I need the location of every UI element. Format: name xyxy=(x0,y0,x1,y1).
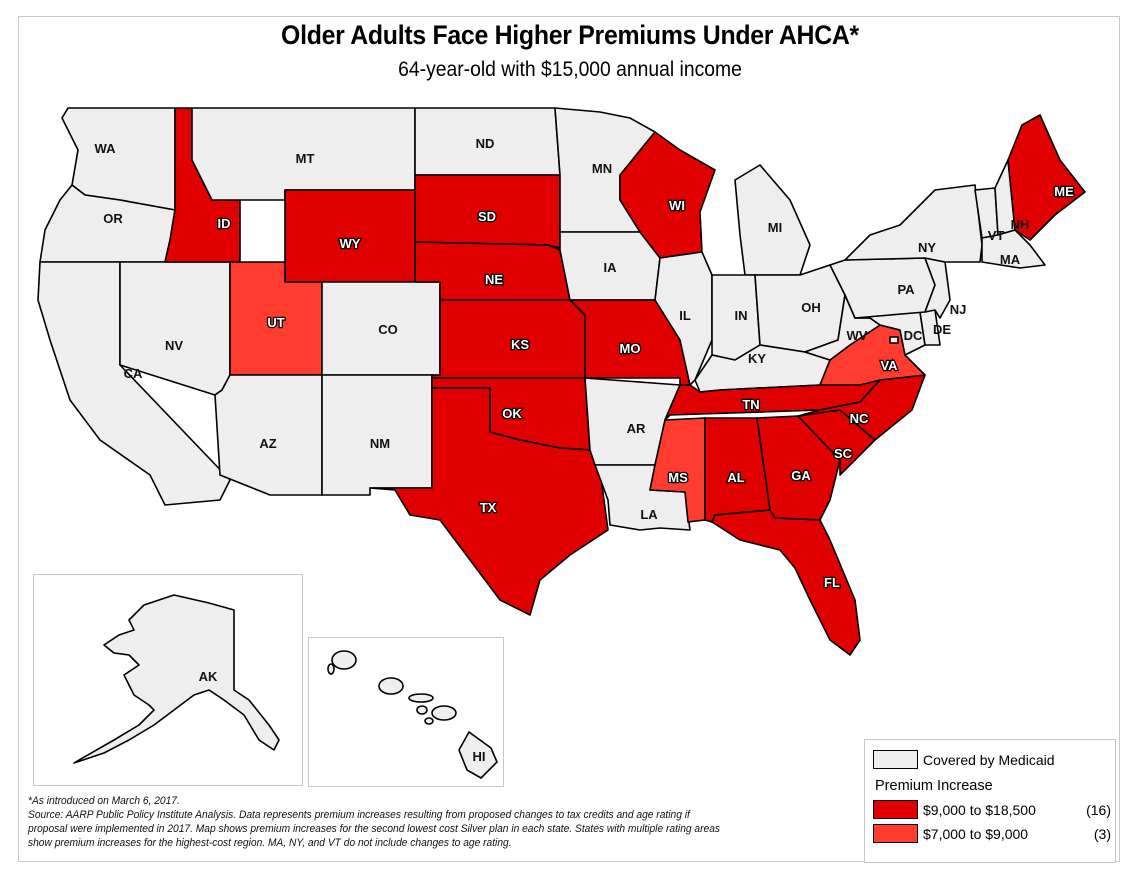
map-title: Older Adults Face Higher Premiums Under … xyxy=(281,20,859,50)
state-label-MT: MT xyxy=(296,151,315,166)
state-labels: WA OR CA NV ID MT WY UT CO AZ NM ND SD N… xyxy=(95,136,1076,591)
hawaii-inset: HI xyxy=(308,637,504,787)
state-label-WV: WV xyxy=(847,328,868,343)
state-label-TN: TN xyxy=(742,397,759,412)
legend-row-mid: $7,000 to $9,000 (3) xyxy=(873,824,1111,843)
alaska-map: AK xyxy=(73,594,280,764)
state-label-CA: CA xyxy=(124,366,143,381)
footnote-line-4: show premium increases for the highest-c… xyxy=(28,837,512,849)
legend-swatch-medicaid xyxy=(873,750,918,769)
state-label-UT: UT xyxy=(267,315,284,330)
state-label-OR: OR xyxy=(103,211,123,226)
legend-label-mid: $7,000 to $9,000 xyxy=(923,825,1029,842)
state-label-MA: MA xyxy=(1000,252,1021,267)
legend-row-high: $9,000 to $18,500 (16) xyxy=(873,800,1111,819)
state-label-DC: DC xyxy=(904,328,923,343)
state-NM xyxy=(321,374,433,496)
legend-label-medicaid: Covered by Medicaid xyxy=(923,751,1055,768)
state-label-AL: AL xyxy=(727,470,744,485)
state-NY xyxy=(844,184,983,263)
hawaii-map: HI xyxy=(327,650,498,779)
island-niihau xyxy=(327,663,335,675)
state-label-ND: ND xyxy=(476,136,495,151)
state-label-MN: MN xyxy=(592,161,612,176)
state-label-WI: WI xyxy=(669,198,685,213)
state-label-MO: MO xyxy=(620,341,641,356)
state-AZ xyxy=(214,374,323,496)
state-KS xyxy=(431,299,586,379)
legend-count-high: (16) xyxy=(1086,801,1111,818)
alaska-inset: AK xyxy=(33,574,303,786)
state-HI xyxy=(458,731,498,779)
state-label-IA: IA xyxy=(604,260,618,275)
state-label-MS: MS xyxy=(668,470,688,485)
state-label-VT: VT xyxy=(988,228,1005,243)
state-label-KS: KS xyxy=(511,337,529,352)
footnote-line-1: *As introduced on March 6, 2017. xyxy=(28,795,180,807)
state-OH xyxy=(754,264,846,353)
state-label-AZ: AZ xyxy=(259,436,276,451)
state-FL xyxy=(711,509,861,656)
state-label-HI: HI xyxy=(473,749,486,764)
state-label-IL: IL xyxy=(679,308,691,323)
state-label-AK: AK xyxy=(199,669,218,684)
state-label-NH: NH xyxy=(1011,217,1030,232)
legend-count-mid: (3) xyxy=(1093,825,1111,842)
state-label-KY: KY xyxy=(748,351,766,366)
state-label-NJ: NJ xyxy=(950,302,967,317)
state-MI xyxy=(734,164,811,276)
state-label-NY: NY xyxy=(918,240,936,255)
state-label-VA: VA xyxy=(880,358,898,373)
legend-swatch-high xyxy=(873,800,918,819)
legend-heading: Premium Increase xyxy=(875,778,993,794)
island-oahu xyxy=(378,677,404,695)
state-label-MI: MI xyxy=(768,220,782,235)
map-legend: Covered by Medicaid Premium Increase $9,… xyxy=(864,739,1116,863)
state-label-SD: SD xyxy=(478,209,496,224)
state-label-FL: FL xyxy=(824,575,840,590)
state-AK xyxy=(73,594,280,764)
footnote-line-2: Source: AARP Public Policy Institute Ana… xyxy=(28,809,690,821)
state-label-NV: NV xyxy=(165,338,183,353)
state-MA xyxy=(981,229,1046,269)
state-label-IN: IN xyxy=(735,308,748,323)
island-lanai xyxy=(416,705,428,715)
state-WI xyxy=(619,131,716,259)
legend-row-medicaid: Covered by Medicaid xyxy=(873,750,1055,769)
state-ME xyxy=(1007,114,1086,241)
state-label-OH: OH xyxy=(801,300,821,315)
state-SD xyxy=(414,174,561,249)
state-label-ME: ME xyxy=(1054,184,1074,199)
state-label-WY: WY xyxy=(340,236,361,251)
state-label-NE: NE xyxy=(485,272,503,287)
state-label-CO: CO xyxy=(378,322,398,337)
contiguous-states xyxy=(37,107,1086,656)
state-NC xyxy=(797,374,926,441)
island-molokai xyxy=(408,693,434,703)
state-TX xyxy=(369,387,609,616)
state-label-DE: DE xyxy=(933,322,951,337)
footnote-line-3: proposal were implemented in 2017. Map s… xyxy=(28,823,721,835)
island-maui xyxy=(431,705,457,721)
source-footnote: *As introduced on March 6, 2017. Source:… xyxy=(28,794,772,850)
state-label-WA: WA xyxy=(95,141,117,156)
state-label-ID: ID xyxy=(218,216,231,231)
legend-swatch-mid xyxy=(873,824,918,843)
island-kauai xyxy=(331,650,357,670)
state-label-AR: AR xyxy=(627,421,646,436)
legend-label-high: $9,000 to $18,500 xyxy=(923,801,1036,818)
state-label-GA: GA xyxy=(791,468,811,483)
state-label-SC: SC xyxy=(834,446,853,461)
state-label-LA: LA xyxy=(640,507,658,522)
state-DC xyxy=(889,336,899,344)
island-kahoolawe xyxy=(424,717,434,725)
map-subtitle: 64-year-old with $15,000 annual income xyxy=(398,58,742,81)
state-label-NC: NC xyxy=(850,411,869,426)
state-label-PA: PA xyxy=(897,282,915,297)
state-label-OK: OK xyxy=(502,406,522,421)
state-label-TX: TX xyxy=(480,500,497,515)
state-NJ xyxy=(924,257,951,319)
state-label-NM: NM xyxy=(370,436,390,451)
